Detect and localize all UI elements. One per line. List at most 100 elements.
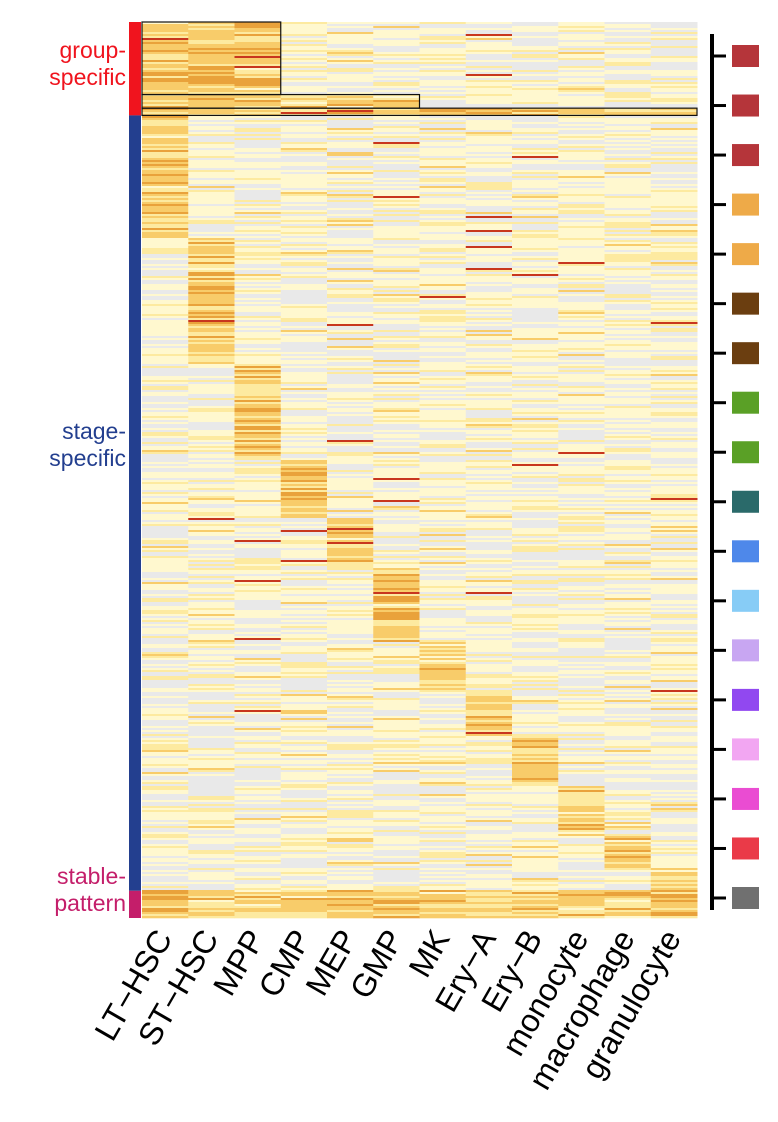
heatmap-cell [142,208,189,211]
heatmap-cell [558,370,605,373]
heatmap-cell [188,608,235,611]
heatmap-cell [188,314,235,317]
heatmap-cell [327,500,374,503]
heatmap-cell [280,782,328,785]
heatmap-cell [142,802,189,805]
heatmap-cell [327,838,374,841]
heatmap-cell [512,700,559,703]
heatmap-cell [604,764,652,767]
heatmap-cell [465,776,513,779]
heatmap-cell [188,402,235,405]
heatmap-cell [558,120,605,123]
heatmap-cell [419,264,467,267]
heatmap-cell [373,124,420,127]
heatmap-cell [465,836,513,839]
heatmap-cell [604,650,652,653]
heatmap-cell [604,302,652,305]
heatmap-cell [604,230,652,233]
heatmap-cell [280,496,328,499]
heatmap-cell [419,716,467,719]
heatmap-cell [373,550,420,553]
heatmap-cell [188,596,235,599]
heatmap-cell [604,198,652,201]
heatmap-cell [465,48,513,51]
heatmap-cell [604,234,652,237]
heatmap-cell [604,646,652,649]
heatmap-cell [188,722,235,725]
heatmap-cell [419,442,467,445]
heatmap-cell [373,810,420,813]
heatmap-cell [419,218,467,221]
heatmap-cell [419,82,467,85]
heatmap-cell [188,786,235,789]
heatmap-cell [604,468,652,471]
heatmap-cell [558,192,605,195]
heatmap-cell [419,452,467,455]
heatmap-cell [142,222,189,225]
heatmap-cell [558,524,605,527]
heatmap-cell [558,346,605,349]
heatmap-cell [419,338,467,341]
heatmap-cell [512,460,559,463]
heatmap-cell [142,804,189,807]
heatmap-cell [512,832,559,835]
heatmap-cell [280,498,328,501]
heatmap-cell [188,336,235,339]
heatmap-cell [650,750,698,753]
heatmap-cell [373,612,420,615]
heatmap-cell [604,688,652,691]
heatmap-cell [465,392,513,395]
heatmap-cell [512,308,559,311]
heatmap-cell [465,58,513,61]
heatmap-cell [234,494,282,497]
heatmap-cell [558,446,605,449]
heatmap-cell [465,186,513,189]
heatmap-cell [188,546,235,549]
heatmap-cell [327,572,374,575]
heatmap-cell [604,478,652,481]
heatmap-cell [558,786,605,789]
heatmap-cell [604,172,652,175]
heatmap-cell [280,626,328,629]
heatmap-cell [188,286,235,289]
heatmap-cell [373,438,420,441]
heatmap-cell [188,788,235,791]
heatmap-cell [373,506,420,509]
heatmap-cell [650,410,698,413]
heatmap-cell [280,752,328,755]
heatmap-cell [604,844,652,847]
heatmap-cell [188,660,235,663]
heatmap-cell [142,526,189,529]
heatmap-cell [373,70,420,73]
heatmap-cell [188,350,235,353]
heatmap-cell [558,136,605,139]
heatmap-cell [512,266,559,269]
heatmap-cell [280,796,328,799]
heatmap-cell [465,548,513,551]
heatmap-cell [604,678,652,681]
heatmap-cell [234,796,282,799]
heatmap-cell [512,452,559,455]
heatmap-cell [188,110,235,113]
heatmap-cell [327,148,374,151]
heatmap-cell [419,458,467,461]
heatmap-cell [280,290,328,293]
heatmap-cell [419,752,467,755]
heatmap-cell [465,666,513,669]
heatmap-cell [604,354,652,357]
heatmap-cell [142,762,189,765]
heatmap-cell [512,368,559,371]
heatmap-cell [650,806,698,809]
heatmap-cell [373,280,420,283]
heatmap-cell [327,284,374,287]
heatmap-cell [373,30,420,33]
heatmap-cell [280,372,328,375]
heatmap-cell [465,452,513,455]
heatmap-cell [558,554,605,557]
heatmap-cell [373,762,420,765]
heatmap-cell [604,736,652,739]
heatmap-cell [327,298,374,301]
heatmap-cell [512,688,559,691]
heatmap-cell [558,22,605,25]
heatmap-cell [650,546,698,549]
